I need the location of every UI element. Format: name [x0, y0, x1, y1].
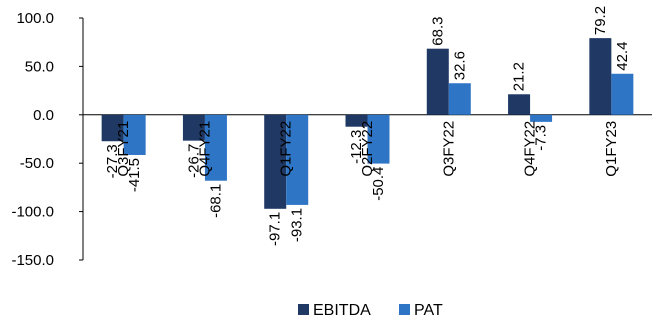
data-labels: -27.3 -41.5 -26.7 -68.1 -97.1 -93.1 -12.3 -50.4…	[104, 6, 631, 246]
data-label-ebitda-q3fy21: -27.3	[104, 144, 121, 178]
bar-ebitda-q2fy22	[345, 114, 368, 127]
bar-pat-q2fy22	[367, 114, 390, 164]
legend-label-pat: PAT	[414, 302, 443, 319]
data-label-ebitda-q1fy23: 79.2	[592, 6, 609, 35]
legend-swatch-pat	[399, 304, 410, 315]
data-label-ebitda-q4fy22: 21.2	[511, 62, 528, 91]
category-labels: Q3FY21 Q4FY21 Q1FY22 Q2FY22 Q3FY22 Q4FY22 Q1FY…	[115, 121, 620, 177]
bar-ebitda-q4fy21	[182, 114, 205, 141]
y-tick-label: -100.0	[11, 204, 54, 221]
data-label-pat-q2fy22: -50.4	[370, 167, 387, 201]
bar-ebitda-q4fy22	[508, 94, 531, 115]
bar-pat-q3fy22	[448, 83, 471, 115]
legend: EBITDA PAT	[298, 302, 443, 319]
data-label-pat-q1fy23: 42.4	[614, 42, 631, 71]
bar-pat-q1fy23	[611, 73, 634, 115]
y-tick-label: 0.0	[33, 107, 54, 124]
bar-ebitda-q1fy23	[589, 38, 612, 115]
legend-label-ebitda: EBITDA	[313, 302, 371, 319]
data-label-pat-q4fy22: -7.3	[533, 125, 550, 151]
category-label-q1fy23: Q1FY23	[603, 121, 620, 177]
data-label-pat-q4fy21: -68.1	[207, 184, 224, 218]
bar-pat-q1fy22	[286, 114, 309, 205]
bars	[101, 38, 634, 209]
category-label-q2fy22: Q2FY22	[359, 121, 376, 177]
data-label-ebitda-q4fy21: -26.7	[185, 144, 202, 178]
data-label-pat-q3fy22: 32.6	[451, 51, 468, 80]
y-tick-label: 50.0	[25, 58, 54, 75]
bar-ebitda-q3fy21	[101, 114, 124, 142]
data-label-ebitda-q3fy22: 68.3	[429, 16, 446, 45]
legend-swatch-ebitda	[298, 304, 309, 315]
bar-pat-q3fy21	[123, 114, 146, 155]
category-label-q4fy21: Q4FY21	[196, 121, 213, 177]
category-label-q4fy22: Q4FY22	[522, 121, 539, 177]
bar-ebitda-q1fy22	[264, 114, 287, 209]
bar-pat-q4fy21	[204, 114, 227, 181]
data-label-pat-q1fy22: -93.1	[289, 208, 306, 242]
bar-pat-q4fy22	[530, 114, 553, 122]
y-tick-label: 100.0	[16, 10, 54, 27]
data-label-ebitda-q2fy22: -12.3	[348, 130, 365, 164]
bar-ebitda-q3fy22	[426, 48, 449, 115]
category-label-q3fy22: Q3FY22	[440, 121, 457, 177]
data-label-ebitda-q1fy22: -97.1	[267, 212, 284, 246]
category-label-q3fy21: Q3FY21	[115, 121, 132, 177]
data-label-pat-q3fy21: -41.5	[126, 158, 143, 192]
y-tick-label: -150.0	[11, 252, 54, 269]
y-tick-label: -50.0	[20, 155, 54, 172]
category-label-q1fy22: Q1FY22	[278, 121, 295, 177]
